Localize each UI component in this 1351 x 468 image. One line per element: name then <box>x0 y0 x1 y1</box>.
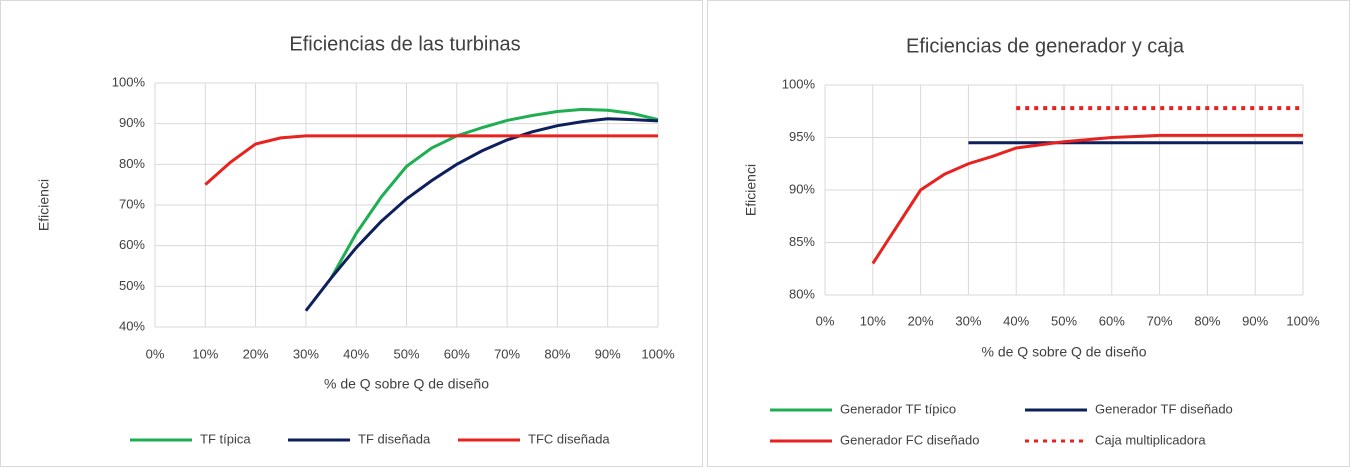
x-tick-label: 90% <box>595 346 621 361</box>
x-tick-label: 90% <box>1242 313 1268 328</box>
x-tick-label: 60% <box>1099 313 1125 328</box>
y-axis-label: Eficienci <box>36 179 52 231</box>
x-tick-label: 40% <box>1003 313 1029 328</box>
legend-label: TF diseñada <box>358 431 431 446</box>
y-axis-label: Eficienci <box>743 164 759 216</box>
legend-label: TFC diseñada <box>528 431 610 446</box>
x-tick-label: 60% <box>444 346 470 361</box>
x-tick-label: 50% <box>393 346 419 361</box>
x-tick-label: 10% <box>860 313 886 328</box>
x-tick-label: 20% <box>908 313 934 328</box>
legend-label: Caja multiplicadora <box>1095 432 1206 447</box>
panel <box>0 0 703 467</box>
y-tick-label: 50% <box>119 278 145 293</box>
chart-title: Eficiencias de generador y caja <box>906 35 1185 57</box>
y-tick-label: 100% <box>112 74 146 89</box>
legend-label: TF típica <box>200 431 251 446</box>
y-tick-label: 70% <box>119 196 145 211</box>
series-line <box>329 107 659 279</box>
x-axis-label: % de Q sobre Q de diseño <box>324 376 489 392</box>
y-tick-label: 40% <box>119 318 145 333</box>
legend-label: Generador TF diseñado <box>1095 401 1233 416</box>
legend-label: Generador TF típico <box>840 401 956 416</box>
x-tick-label: 100% <box>641 346 675 361</box>
x-tick-label: 0% <box>146 346 165 361</box>
y-tick-label: 90% <box>789 181 815 196</box>
x-axis-label: % de Q sobre Q de diseño <box>982 344 1147 360</box>
panel <box>707 0 1350 467</box>
series-line <box>204 134 658 186</box>
x-tick-label: 80% <box>544 346 570 361</box>
y-tick-label: 80% <box>119 156 145 171</box>
chart-title: Eficiencias de las turbinas <box>289 33 520 55</box>
x-tick-label: 30% <box>293 346 319 361</box>
series-line <box>304 117 659 312</box>
x-tick-label: 30% <box>955 313 981 328</box>
x-tick-label: 100% <box>1286 313 1320 328</box>
y-tick-label: 100% <box>782 76 816 91</box>
y-tick-label: 80% <box>789 286 815 301</box>
series-line <box>871 133 1303 265</box>
x-tick-label: 50% <box>1051 313 1077 328</box>
x-tick-label: 40% <box>343 346 369 361</box>
x-tick-label: 70% <box>494 346 520 361</box>
x-tick-label: 0% <box>816 313 835 328</box>
y-tick-label: 85% <box>789 234 815 249</box>
x-tick-label: 10% <box>192 346 218 361</box>
legend-label: Generador FC diseñado <box>840 432 979 447</box>
x-tick-label: 20% <box>243 346 269 361</box>
y-tick-label: 90% <box>119 115 145 130</box>
x-tick-label: 70% <box>1147 313 1173 328</box>
x-tick-label: 80% <box>1194 313 1220 328</box>
y-tick-label: 95% <box>789 129 815 144</box>
y-tick-label: 60% <box>119 237 145 252</box>
